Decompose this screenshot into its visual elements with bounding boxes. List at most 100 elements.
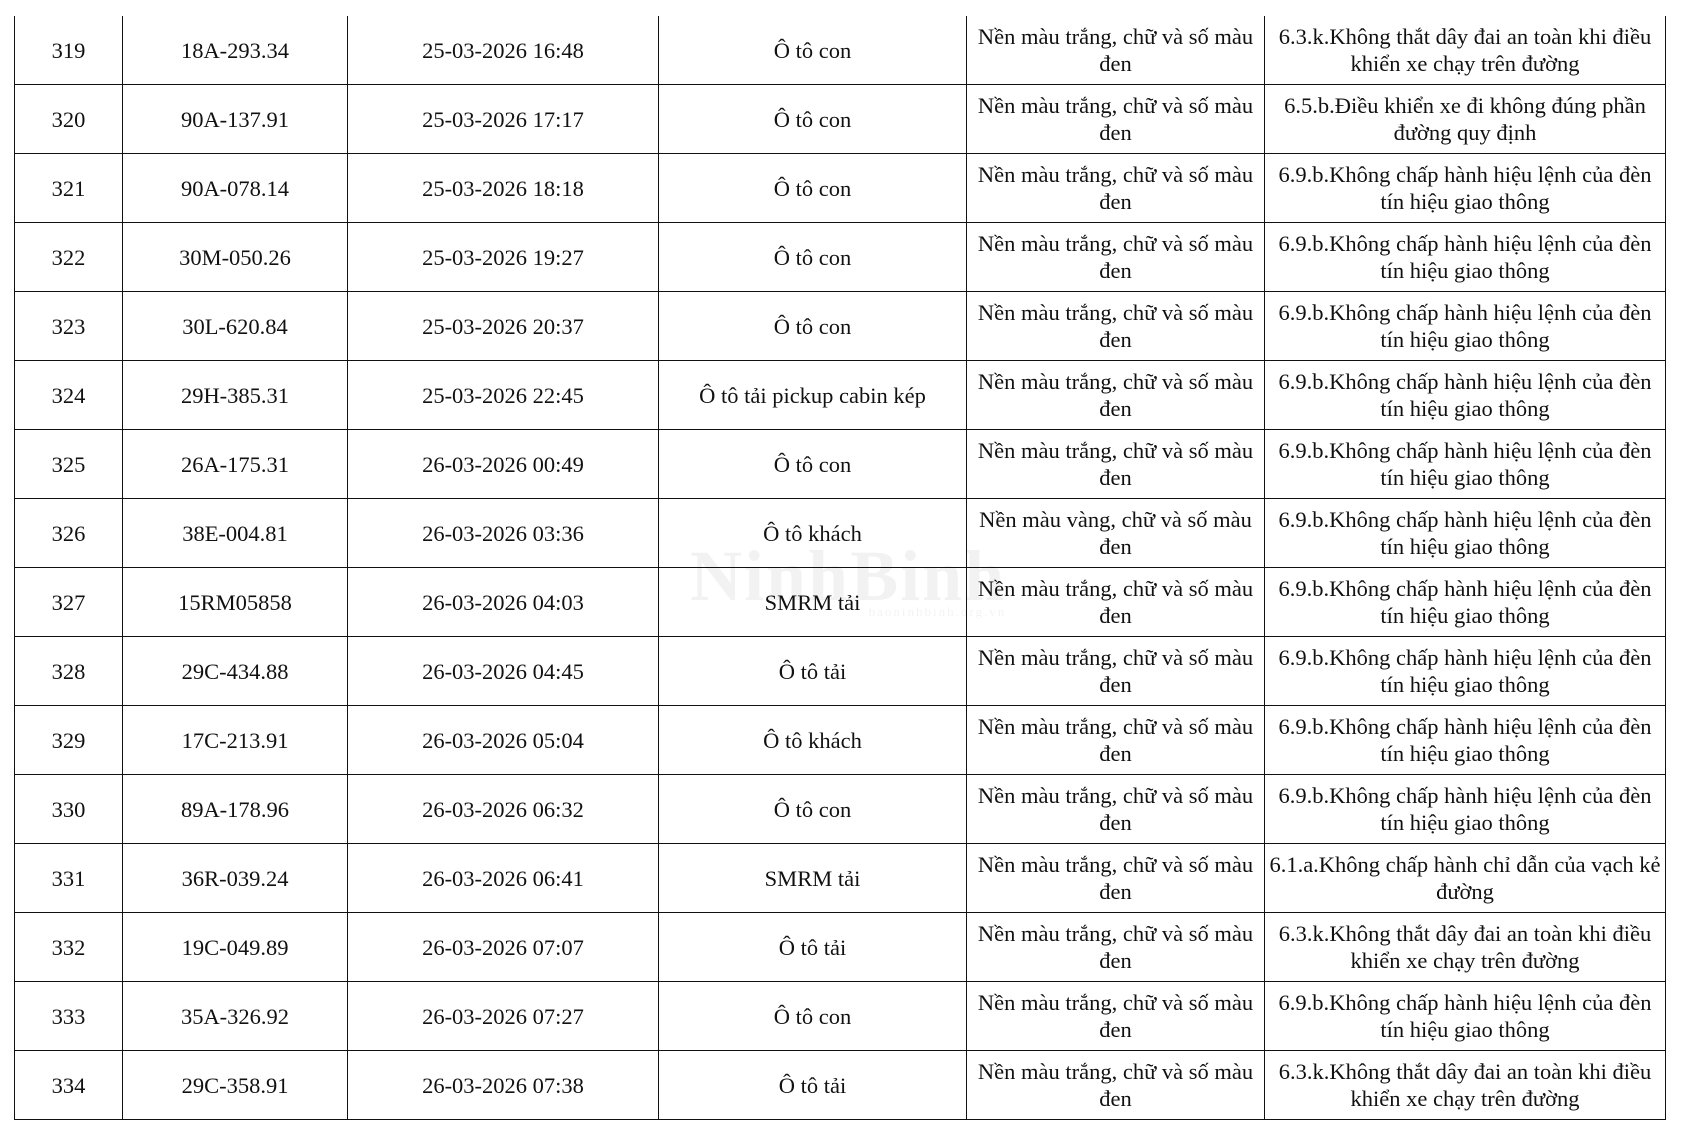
cell-plate-color: Nền màu trắng, chữ và số màu đen <box>966 16 1265 85</box>
cell-violation: 6.1.a.Không chấp hành chỉ dẫn của vạch k… <box>1264 843 1666 913</box>
cell-license-plate: 26A-175.31 <box>122 429 348 499</box>
cell-violation: 6.9.b.Không chấp hành hiệu lệnh của đèn … <box>1264 981 1666 1051</box>
cell-vehicle-type: Ô tô con <box>658 84 967 154</box>
cell-license-plate: 38E-004.81 <box>122 498 348 568</box>
table-row: 323 30L-620.84 25-03-2026 20:37 Ô tô con Nền… <box>14 291 1666 361</box>
table-row: 324 29H-385.31 25-03-2026 22:45 Ô tô tải pi… <box>14 360 1666 430</box>
table-row: 329 17C-213.91 26-03-2026 05:04 Ô tô khách N… <box>14 705 1666 775</box>
cell-vehicle-type: Ô tô con <box>658 222 967 292</box>
cell-plate-color: Nền màu trắng, chữ và số màu đen <box>966 843 1265 913</box>
cell-license-plate: 30L-620.84 <box>122 291 348 361</box>
cell-row-number: 329 <box>14 705 123 775</box>
cell-row-number: 334 <box>14 1050 123 1120</box>
cell-row-number: 321 <box>14 153 123 223</box>
cell-violation: 6.3.k.Không thắt dây đai an toàn khi điề… <box>1264 912 1666 982</box>
cell-vehicle-type: Ô tô tải <box>658 636 967 706</box>
cell-row-number: 328 <box>14 636 123 706</box>
cell-timestamp: 26-03-2026 05:04 <box>347 705 659 775</box>
cell-row-number: 332 <box>14 912 123 982</box>
cell-row-number: 324 <box>14 360 123 430</box>
violations-table: 319 18A-293.34 25-03-2026 16:48 Ô tô con Nền… <box>14 16 1666 1120</box>
cell-license-plate: 15RM05858 <box>122 567 348 637</box>
cell-plate-color: Nền màu trắng, chữ và số màu đen <box>966 774 1265 844</box>
cell-timestamp: 26-03-2026 04:45 <box>347 636 659 706</box>
table-row: 330 89A-178.96 26-03-2026 06:32 Ô tô con Nền… <box>14 774 1666 844</box>
cell-violation: 6.9.b.Không chấp hành hiệu lệnh của đèn … <box>1264 636 1666 706</box>
table-row: 320 90A-137.91 25-03-2026 17:17 Ô tô con Nền… <box>14 84 1666 154</box>
cell-vehicle-type: Ô tô tải pickup cabin kép <box>658 360 967 430</box>
cell-vehicle-type: Ô tô khách <box>658 498 967 568</box>
table-row: 328 29C-434.88 26-03-2026 04:45 Ô tô tải Nền… <box>14 636 1666 706</box>
cell-vehicle-type: Ô tô tải <box>658 1050 967 1120</box>
cell-plate-color: Nền màu trắng, chữ và số màu đen <box>966 705 1265 775</box>
cell-violation: 6.9.b.Không chấp hành hiệu lệnh của đèn … <box>1264 498 1666 568</box>
cell-vehicle-type: Ô tô con <box>658 291 967 361</box>
cell-plate-color: Nền màu trắng, chữ và số màu đen <box>966 429 1265 499</box>
table-row: 331 36R-039.24 26-03-2026 06:41 SMRM tải Nền… <box>14 843 1666 913</box>
cell-violation: 6.3.k.Không thắt dây đai an toàn khi điề… <box>1264 16 1666 85</box>
cell-row-number: 325 <box>14 429 123 499</box>
cell-license-plate: 29C-358.91 <box>122 1050 348 1120</box>
cell-plate-color: Nền màu trắng, chữ và số màu đen <box>966 222 1265 292</box>
cell-plate-color: Nền màu trắng, chữ và số màu đen <box>966 360 1265 430</box>
cell-row-number: 322 <box>14 222 123 292</box>
cell-vehicle-type: Ô tô con <box>658 981 967 1051</box>
table-row: 319 18A-293.34 25-03-2026 16:48 Ô tô con Nền… <box>14 16 1666 85</box>
table-row: 334 29C-358.91 26-03-2026 07:38 Ô tô tải Nền… <box>14 1050 1666 1120</box>
cell-row-number: 333 <box>14 981 123 1051</box>
cell-vehicle-type: Ô tô con <box>658 774 967 844</box>
cell-plate-color: Nền màu trắng, chữ và số màu đen <box>966 84 1265 154</box>
cell-violation: 6.9.b.Không chấp hành hiệu lệnh của đèn … <box>1264 429 1666 499</box>
cell-row-number: 331 <box>14 843 123 913</box>
cell-vehicle-type: SMRM tải <box>658 843 967 913</box>
table-row: 332 19C-049.89 26-03-2026 07:07 Ô tô tải Nền… <box>14 912 1666 982</box>
cell-timestamp: 25-03-2026 18:18 <box>347 153 659 223</box>
cell-plate-color: Nền màu trắng, chữ và số màu đen <box>966 636 1265 706</box>
cell-license-plate: 35A-326.92 <box>122 981 348 1051</box>
cell-timestamp: 26-03-2026 04:03 <box>347 567 659 637</box>
cell-violation: 6.9.b.Không chấp hành hiệu lệnh của đèn … <box>1264 291 1666 361</box>
cell-row-number: 327 <box>14 567 123 637</box>
cell-timestamp: 26-03-2026 07:07 <box>347 912 659 982</box>
table-row: 327 15RM05858 26-03-2026 04:03 SMRM tải Nền … <box>14 567 1666 637</box>
cell-plate-color: Nền màu trắng, chữ và số màu đen <box>966 153 1265 223</box>
cell-violation: 6.9.b.Không chấp hành hiệu lệnh của đèn … <box>1264 153 1666 223</box>
cell-violation: 6.5.b.Điều khiển xe đi không đúng phần đ… <box>1264 84 1666 154</box>
cell-timestamp: 25-03-2026 20:37 <box>347 291 659 361</box>
cell-timestamp: 26-03-2026 03:36 <box>347 498 659 568</box>
cell-timestamp: 25-03-2026 17:17 <box>347 84 659 154</box>
cell-license-plate: 90A-078.14 <box>122 153 348 223</box>
cell-license-plate: 18A-293.34 <box>122 16 348 85</box>
cell-timestamp: 26-03-2026 06:41 <box>347 843 659 913</box>
cell-timestamp: 26-03-2026 06:32 <box>347 774 659 844</box>
cell-timestamp: 26-03-2026 00:49 <box>347 429 659 499</box>
cell-row-number: 330 <box>14 774 123 844</box>
cell-violation: 6.9.b.Không chấp hành hiệu lệnh của đèn … <box>1264 360 1666 430</box>
cell-row-number: 323 <box>14 291 123 361</box>
cell-timestamp: 26-03-2026 07:27 <box>347 981 659 1051</box>
cell-plate-color: Nền màu trắng, chữ và số màu đen <box>966 291 1265 361</box>
cell-license-plate: 17C-213.91 <box>122 705 348 775</box>
cell-violation: 6.9.b.Không chấp hành hiệu lệnh của đèn … <box>1264 774 1666 844</box>
table-row: 325 26A-175.31 26-03-2026 00:49 Ô tô con Nền… <box>14 429 1666 499</box>
table-row: 333 35A-326.92 26-03-2026 07:27 Ô tô con Nền… <box>14 981 1666 1051</box>
cell-license-plate: 29C-434.88 <box>122 636 348 706</box>
table-row: 321 90A-078.14 25-03-2026 18:18 Ô tô con Nền… <box>14 153 1666 223</box>
cell-vehicle-type: Ô tô con <box>658 16 967 85</box>
cell-license-plate: 30M-050.26 <box>122 222 348 292</box>
cell-license-plate: 36R-039.24 <box>122 843 348 913</box>
cell-license-plate: 19C-049.89 <box>122 912 348 982</box>
cell-violation: 6.9.b.Không chấp hành hiệu lệnh của đèn … <box>1264 567 1666 637</box>
cell-vehicle-type: Ô tô con <box>658 429 967 499</box>
cell-plate-color: Nền màu trắng, chữ và số màu đen <box>966 1050 1265 1120</box>
cell-timestamp: 25-03-2026 22:45 <box>347 360 659 430</box>
cell-license-plate: 90A-137.91 <box>122 84 348 154</box>
cell-violation: 6.3.k.Không thắt dây đai an toàn khi điề… <box>1264 1050 1666 1120</box>
cell-row-number: 326 <box>14 498 123 568</box>
cell-vehicle-type: SMRM tải <box>658 567 967 637</box>
cell-license-plate: 29H-385.31 <box>122 360 348 430</box>
cell-vehicle-type: Ô tô khách <box>658 705 967 775</box>
cell-timestamp: 25-03-2026 16:48 <box>347 16 659 85</box>
cell-timestamp: 25-03-2026 19:27 <box>347 222 659 292</box>
cell-plate-color: Nền màu trắng, chữ và số màu đen <box>966 912 1265 982</box>
